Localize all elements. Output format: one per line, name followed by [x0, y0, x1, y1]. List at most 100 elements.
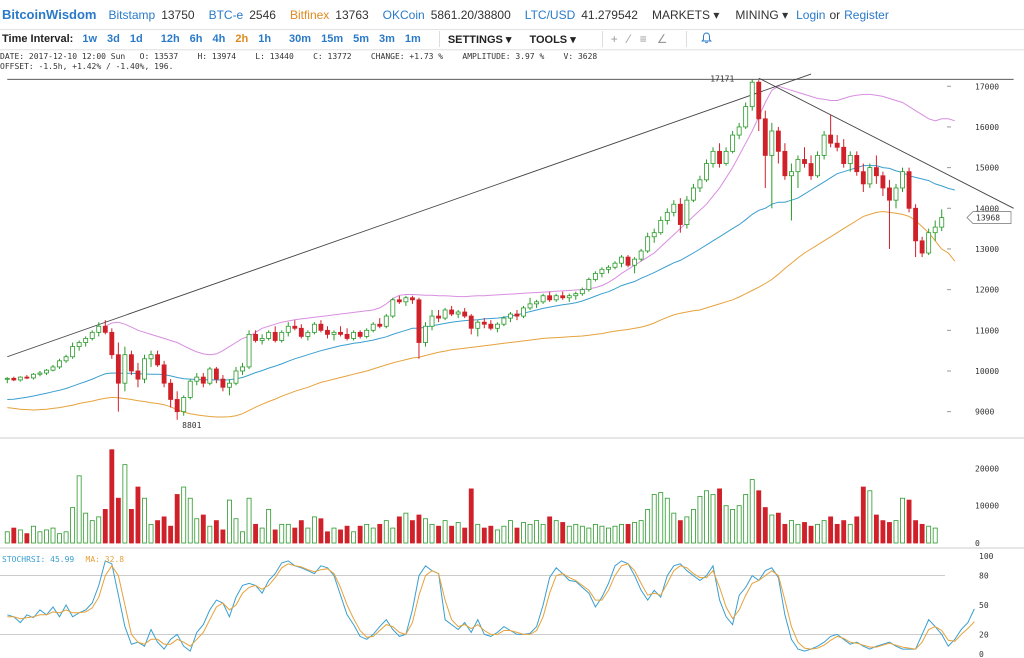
- exchange-name[interactable]: LTC/USD: [524, 7, 576, 22]
- volume-bar: [645, 509, 651, 544]
- volume-bar: [338, 529, 343, 544]
- brand-logo[interactable]: BitcoinWisdom: [2, 7, 97, 22]
- interval-buttons: 1w 3d 1d 12h 6h 4h 2h 1h 30m 15m 5m 3m 1m: [82, 33, 431, 45]
- mining-menu[interactable]: MINING ▾: [735, 8, 788, 22]
- horizontal-lines-tool-icon[interactable]: ≡: [639, 32, 647, 46]
- candle-body: [468, 315, 474, 329]
- volume-bar: [318, 518, 324, 544]
- candle-body: [782, 150, 788, 177]
- candle-body: [521, 307, 526, 317]
- interval-12h[interactable]: 12h: [160, 33, 180, 45]
- candle-body: [579, 289, 585, 295]
- volume-bar: [17, 529, 23, 544]
- candle-body: [318, 323, 324, 331]
- volume-bar: [690, 509, 696, 544]
- candle-body: [795, 159, 801, 173]
- candle-body: [403, 297, 409, 303]
- volume-bar: [547, 516, 553, 544]
- volume-bar: [873, 514, 879, 544]
- login-link[interactable]: Login: [796, 7, 826, 22]
- volume-bar: [919, 523, 925, 544]
- exchange-ticker-bitstamp[interactable]: Bitstamp 13750: [109, 8, 195, 22]
- y-axis-tick-label: 13000: [975, 245, 999, 254]
- last-price-label: 13968: [976, 214, 1000, 223]
- register-link[interactable]: Register: [844, 7, 889, 22]
- exchange-name[interactable]: Bitstamp: [108, 7, 156, 22]
- volume-bar: [775, 512, 781, 544]
- interval-4h[interactable]: 4h: [212, 33, 226, 45]
- candle-body: [841, 146, 847, 164]
- trendline-tool-icon[interactable]: ⁄: [627, 32, 630, 46]
- interval-15m[interactable]: 15m: [321, 33, 344, 45]
- settings-menu[interactable]: SETTINGS ▾: [448, 33, 512, 46]
- interval-30m[interactable]: 30m: [289, 33, 312, 45]
- exchange-ticker-okcoin[interactable]: OKCoin 5861.20/38800: [383, 8, 511, 22]
- volume-bar: [913, 520, 919, 544]
- markets-menu[interactable]: MARKETS ▾: [652, 8, 719, 22]
- candle-body: [390, 299, 396, 317]
- exchange-name[interactable]: BTC-e: [208, 7, 244, 22]
- volume-bar: [57, 533, 62, 544]
- volume-bar: [272, 529, 278, 544]
- volume-bar: [409, 520, 415, 544]
- candle-body: [76, 342, 82, 347]
- candle-body: [743, 106, 749, 128]
- exchange-name[interactable]: Bitfinex: [289, 7, 330, 22]
- candle-body: [70, 346, 76, 358]
- caret-down-icon: ▾: [570, 33, 576, 46]
- candle-body: [383, 315, 389, 327]
- interval-3d[interactable]: 3d: [107, 33, 120, 45]
- candle-body: [148, 354, 154, 360]
- volume-bar: [932, 527, 938, 544]
- candle-body: [847, 155, 853, 164]
- tools-menu[interactable]: TOOLS ▾: [529, 33, 575, 46]
- exchange-ticker-btce[interactable]: BTC-e 2546: [209, 8, 276, 22]
- volume-bar: [396, 516, 402, 544]
- volume-bar: [285, 523, 291, 544]
- volume-bar: [4, 531, 10, 544]
- volume-bar: [494, 529, 500, 544]
- volume-bar: [416, 514, 422, 544]
- bell-icon[interactable]: [700, 31, 712, 47]
- candle-body: [919, 240, 925, 254]
- interval-1d[interactable]: 1d: [129, 33, 143, 45]
- volume-bar: [795, 523, 801, 544]
- volume-bar: [161, 516, 167, 544]
- volume-bar: [403, 512, 409, 544]
- candle-body: [632, 258, 638, 266]
- volume-bar: [331, 527, 337, 544]
- candle-body: [625, 256, 631, 266]
- candle-body: [736, 126, 742, 136]
- volume-bar: [325, 531, 330, 544]
- interval-1m[interactable]: 1m: [404, 33, 421, 45]
- y-axis-tick-label: 12000: [975, 286, 999, 295]
- volume-bar: [83, 512, 89, 544]
- candle-body: [599, 268, 605, 274]
- candle-body: [664, 211, 670, 221]
- volume-bar: [704, 490, 709, 544]
- candle-body: [762, 118, 768, 156]
- stochrsi-line-0: [7, 560, 975, 652]
- candle-body: [442, 309, 448, 319]
- stochrsi-axis-tick-label: 20: [979, 630, 989, 639]
- interval-6h[interactable]: 6h: [189, 33, 203, 45]
- toolbar-divider: [438, 31, 440, 47]
- interval-3m[interactable]: 3m: [379, 33, 395, 45]
- crosshair-tool-icon[interactable]: +: [610, 32, 618, 46]
- y-axis-tick-label: 16000: [975, 123, 999, 132]
- interval-2h[interactable]: 2h: [235, 33, 249, 45]
- exchange-ticker-ltcusd[interactable]: LTC/USD 41.279542: [525, 8, 638, 22]
- fibonacci-tool-icon[interactable]: ∠: [656, 32, 668, 46]
- interval-1h[interactable]: 1h: [258, 33, 272, 45]
- candle-body: [115, 354, 121, 384]
- interval-1w[interactable]: 1w: [82, 33, 98, 45]
- volume-bar: [279, 523, 285, 544]
- volume-bar: [115, 497, 121, 544]
- candle-body: [83, 338, 89, 343]
- exchange-ticker-bitfinex[interactable]: Bitfinex 13763: [290, 8, 369, 22]
- volume-bar: [135, 486, 141, 544]
- volume-bar: [370, 527, 376, 544]
- interval-5m[interactable]: 5m: [353, 33, 370, 45]
- exchange-name[interactable]: OKCoin: [382, 7, 425, 22]
